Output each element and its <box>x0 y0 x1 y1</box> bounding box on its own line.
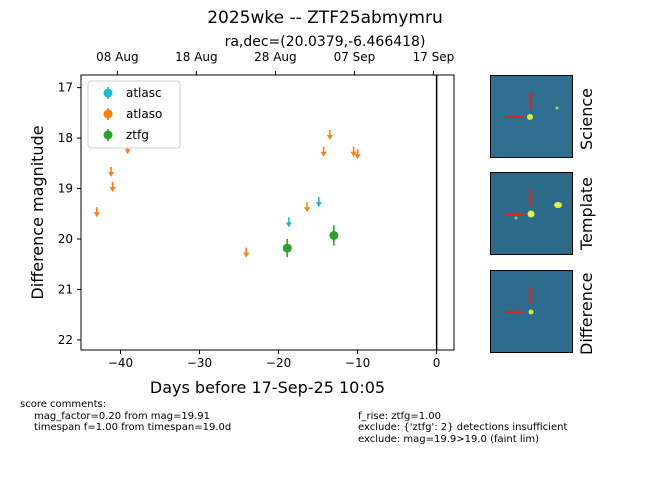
template-stamp-label: Template <box>577 176 596 250</box>
upper-limit-arrow-head <box>320 151 327 157</box>
difference-stamp-image <box>491 271 572 352</box>
legend-marker <box>103 130 113 140</box>
top-axis-tick-label: 08 Aug <box>96 50 139 64</box>
detection-point <box>329 230 339 240</box>
y-tick-label: 17 <box>58 81 73 95</box>
y-tick-label: 22 <box>58 333 73 347</box>
legend-marker <box>103 109 113 119</box>
y-tick-label: 21 <box>58 282 73 296</box>
y-axis-label: Difference magnitude <box>28 125 47 299</box>
upper-limit-arrow-head <box>93 212 100 218</box>
upper-limit-arrow-head <box>109 187 116 193</box>
comment-left-1: mag_factor=0.20 from mag=19.91 <box>34 411 211 422</box>
x-tick-label: −30 <box>187 356 212 370</box>
upper-limit-arrow-head <box>326 135 333 141</box>
upper-limit-arrow-head <box>243 252 250 258</box>
upper-limit-arrow-head <box>285 222 292 228</box>
chart-subtitle: ra,dec=(20.0379,-6.466418) <box>224 34 426 50</box>
legend-marker <box>103 88 113 98</box>
top-axis-tick-label: 17 Sep <box>413 50 455 64</box>
detection-point <box>282 243 292 253</box>
difference-stamp-label: Difference <box>577 272 596 355</box>
x-axis-label: Days before 17-Sep-25 10:05 <box>150 378 385 397</box>
upper-limit-arrow-head <box>354 154 361 160</box>
plot-frame <box>80 74 455 351</box>
comment-right-2: exclude: {'ztfg': 2} detections insuffic… <box>358 422 568 433</box>
top-axis-tick-label: 28 Aug <box>254 50 297 64</box>
y-tick-label: 19 <box>58 182 73 196</box>
comment-right-3: exclude: mag=19.9>19.0 (faint lim) <box>358 434 540 445</box>
y-tick-label: 18 <box>58 131 73 145</box>
top-axis-tick-label: 18 Aug <box>175 50 218 64</box>
legend-box <box>87 80 181 149</box>
x-tick-label: −10 <box>345 356 370 370</box>
science-stamp <box>490 75 573 158</box>
x-tick-label: 0 <box>433 356 441 370</box>
template-stamp <box>490 172 573 255</box>
comment-right-1: f_rise: ztfg=1.00 <box>358 411 442 422</box>
science-stamp-image <box>491 76 572 157</box>
legend-label: atlasc <box>126 86 162 100</box>
chart-title: 2025wke -- ZTF25abmymru <box>207 8 443 28</box>
legend-label: ztfg <box>126 128 149 142</box>
x-tick-label: −40 <box>108 356 133 370</box>
upper-limit-arrow-head <box>108 171 115 177</box>
comments-heading: score comments: <box>20 399 107 410</box>
upper-limit-arrow-head <box>315 202 322 208</box>
science-stamp-label: Science <box>577 87 596 150</box>
comment-left-2: timespan f=1.00 from timespan=19.0d <box>34 422 232 433</box>
upper-limit-arrow-head <box>304 207 311 213</box>
legend-label: atlaso <box>126 107 162 121</box>
upper-limit-arrow-head <box>124 149 131 155</box>
top-axis-tick-label: 07 Sep <box>334 50 376 64</box>
difference-stamp <box>490 270 573 353</box>
template-stamp-image <box>491 173 572 254</box>
upper-limit-arrow-head <box>350 151 357 157</box>
y-tick-label: 20 <box>58 232 73 246</box>
x-tick-label: −20 <box>266 356 291 370</box>
